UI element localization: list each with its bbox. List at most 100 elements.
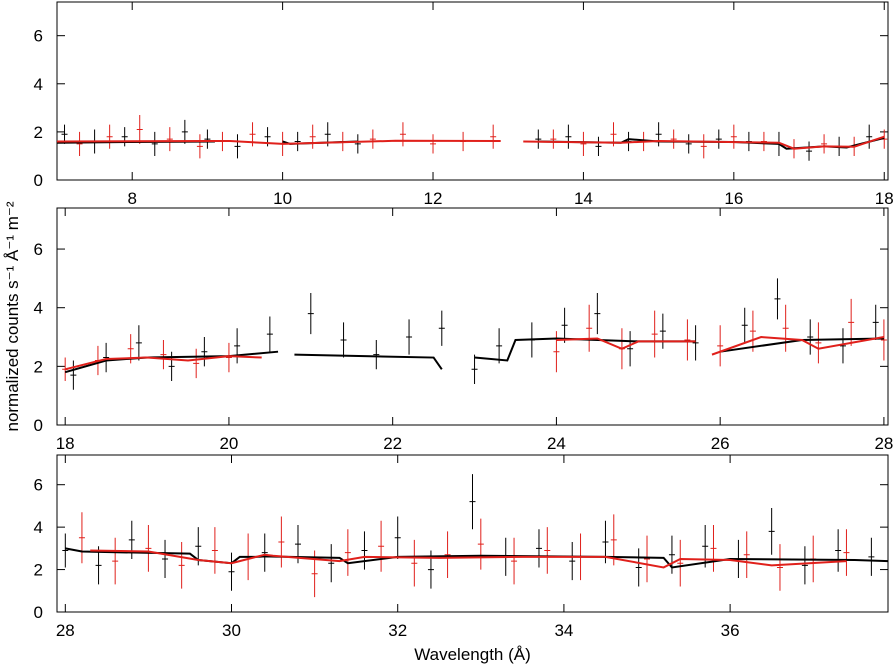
- error-bar: [801, 546, 808, 585]
- error-bar: [806, 141, 813, 161]
- error-bar: [685, 134, 692, 154]
- error-bar: [430, 134, 437, 154]
- error-bar: [741, 307, 748, 343]
- error-bar: [178, 541, 185, 589]
- error-bar: [815, 322, 822, 364]
- y-tick-label: 2: [34, 123, 43, 142]
- error-bar: [569, 541, 576, 581]
- x-axis-label: Wavelength (Å): [414, 645, 531, 664]
- error-bar: [354, 134, 361, 154]
- error-bar: [162, 539, 169, 579]
- error-bar: [121, 127, 128, 147]
- plot-frame: [56, 207, 889, 426]
- x-tick-label: 10: [273, 189, 292, 208]
- error-bar: [743, 531, 750, 579]
- error-bar: [266, 316, 273, 352]
- error-bar: [866, 124, 873, 149]
- error-bar: [511, 537, 518, 585]
- error-bar: [535, 129, 542, 149]
- error-bar: [550, 129, 557, 149]
- model-line: [56, 135, 885, 150]
- error-bar: [677, 539, 684, 587]
- y-tick-label: 0: [34, 603, 43, 622]
- error-bar: [627, 331, 634, 367]
- error-bar: [78, 512, 85, 564]
- error-bar: [145, 525, 152, 572]
- y-tick-label: 6: [34, 27, 43, 46]
- plot-frame: [56, 1, 889, 181]
- plot-frame: [56, 454, 889, 613]
- error-bar: [670, 129, 677, 149]
- error-bar: [394, 516, 401, 559]
- model-line: [64, 336, 885, 371]
- error-bar: [565, 124, 572, 149]
- error-bar: [373, 339, 380, 370]
- error-bar: [228, 552, 235, 591]
- error-bar: [438, 310, 445, 346]
- error-bar: [768, 508, 775, 555]
- error-bar: [655, 122, 662, 147]
- error-bar: [868, 537, 875, 576]
- error-bar: [535, 529, 542, 568]
- error-bar: [135, 325, 142, 361]
- error-bar: [112, 537, 119, 585]
- error-bar: [444, 531, 451, 579]
- error-bar: [490, 124, 497, 149]
- error-bar: [193, 348, 200, 379]
- x-tick-label: 8: [127, 189, 136, 208]
- error-bar: [225, 342, 232, 373]
- y-tick-label: 0: [34, 171, 43, 190]
- error-bar: [411, 539, 418, 587]
- error-bar: [204, 129, 211, 149]
- error-bar: [201, 337, 208, 367]
- error-bar: [659, 313, 666, 349]
- error-bar: [644, 535, 651, 583]
- error-bar: [278, 516, 285, 568]
- error-bar: [294, 131, 301, 152]
- error-bar: [76, 131, 83, 156]
- error-bar: [340, 322, 347, 358]
- x-tick-label: 12: [424, 189, 443, 208]
- error-bar: [496, 328, 503, 364]
- error-bar: [595, 136, 602, 156]
- error-bar: [181, 119, 188, 144]
- error-bar: [406, 319, 413, 355]
- error-bar: [835, 529, 842, 572]
- error-bar: [692, 325, 699, 361]
- x-tick-label: 16: [724, 189, 743, 208]
- error-bar: [544, 527, 551, 574]
- error-bar: [399, 122, 406, 147]
- error-bar: [307, 293, 314, 335]
- error-bar: [782, 304, 789, 352]
- error-bar: [848, 298, 855, 346]
- error-bar: [839, 328, 846, 364]
- x-tick-label: 26: [711, 434, 730, 453]
- error-bar: [702, 525, 709, 568]
- error-bar: [715, 129, 722, 149]
- error-bar: [106, 124, 113, 149]
- error-bar: [635, 548, 642, 587]
- error-bar: [309, 124, 316, 149]
- error-bar: [821, 134, 828, 154]
- error-bar: [880, 319, 887, 361]
- x-tick-label: 34: [554, 621, 573, 640]
- error-bar: [586, 304, 593, 352]
- y-axis-label: normalized counts s⁻¹ Å⁻¹ m⁻²: [3, 201, 22, 431]
- error-bar: [580, 131, 587, 156]
- y-tick-label: 4: [34, 75, 43, 94]
- error-bar: [717, 325, 724, 367]
- error-bar: [710, 525, 717, 572]
- error-bar: [196, 134, 203, 159]
- error-bar: [151, 131, 158, 156]
- error-bar: [749, 310, 756, 352]
- error-bar: [594, 293, 601, 335]
- error-bar: [684, 319, 691, 361]
- error-bar: [369, 129, 376, 149]
- error-bar: [471, 354, 478, 384]
- error-bar: [103, 342, 110, 373]
- y-tick-label: 0: [34, 416, 43, 435]
- error-bar: [70, 360, 77, 390]
- model-line: [90, 549, 847, 569]
- error-bar: [328, 544, 335, 583]
